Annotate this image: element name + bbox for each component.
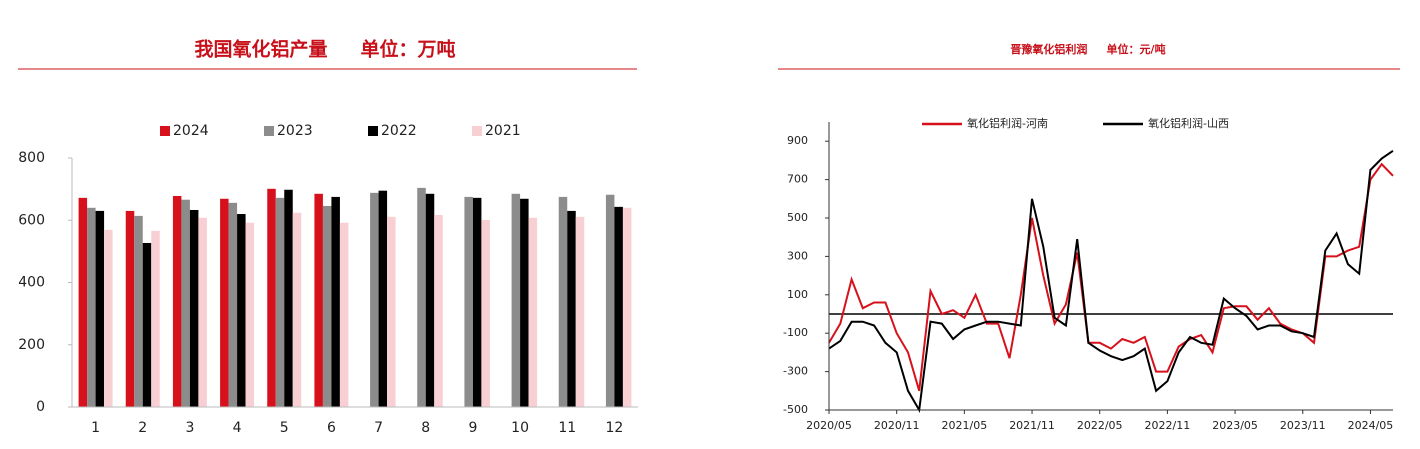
bar <box>614 206 623 407</box>
bar <box>387 216 396 407</box>
bar <box>142 242 152 407</box>
bar <box>425 193 435 407</box>
chart: 晋豫氧化铝利润 单位：元/吨 -500 -300 -100 100 300 500 700 90… <box>778 42 1400 432</box>
bar <box>172 195 182 407</box>
legend-swatch <box>472 126 482 136</box>
bar <box>181 199 190 407</box>
y-tick-label: 400 <box>18 275 45 291</box>
bar <box>228 202 238 407</box>
x-tick-label: 5 <box>280 420 289 436</box>
x-tick-label: 9 <box>468 420 477 436</box>
x-tick-label: 2023/11 <box>1280 419 1326 432</box>
bar <box>134 215 143 407</box>
legend-label: 氧化铝利润-河南 <box>967 116 1048 130</box>
bar <box>575 216 585 407</box>
y-tick-label: 200 <box>18 337 45 353</box>
y-tick-label: -100 <box>783 326 808 339</box>
x-tick-label: 12 <box>606 420 624 436</box>
y-tick-label: -500 <box>783 403 808 416</box>
bar <box>189 209 199 407</box>
bar <box>370 192 379 407</box>
legend-swatch <box>368 126 378 136</box>
bar <box>78 197 88 407</box>
bar <box>434 214 443 407</box>
bar <box>284 189 293 407</box>
bar <box>267 188 276 407</box>
line-series <box>828 149 1394 414</box>
y-tick-label: -300 <box>783 365 808 378</box>
legend-label: 氧化铝利润-山西 <box>1148 116 1229 130</box>
bar <box>558 196 568 407</box>
y-tick-label: 300 <box>787 249 808 262</box>
bar <box>464 196 473 407</box>
x-tick-label: 2023/05 <box>1212 419 1258 432</box>
x-tick-label: 2021/05 <box>942 419 988 432</box>
bar <box>151 230 160 407</box>
bar <box>528 217 538 407</box>
x-tick-label: 2020/11 <box>874 419 920 432</box>
chart-title: 我国氧化铝产量 单位：万吨 <box>194 38 455 61</box>
legend-label: 2022 <box>381 123 417 139</box>
y-tick-label: 100 <box>787 288 808 301</box>
y-tick-label: 0 <box>36 399 45 415</box>
x-tick-label: 2020/05 <box>806 419 852 432</box>
y-tick-label: 500 <box>787 211 808 224</box>
x-tick-label: 2022/05 <box>1077 419 1123 432</box>
bar <box>331 196 340 407</box>
x-tick-label: 3 <box>185 420 194 436</box>
y-tick-label: 600 <box>18 212 45 228</box>
bar <box>567 210 576 407</box>
legend-label: 2024 <box>173 123 209 139</box>
bar <box>245 222 255 407</box>
legend-swatch <box>264 126 274 136</box>
legend-swatch <box>160 126 170 136</box>
bar <box>417 187 426 407</box>
bar <box>339 222 349 407</box>
y-tick-label: 800 <box>18 150 45 166</box>
bar <box>95 210 105 407</box>
legend-label: 2021 <box>485 123 521 139</box>
bar <box>220 198 229 407</box>
bar <box>472 197 482 407</box>
x-tick-label: 6 <box>327 420 336 436</box>
legend-label: 2023 <box>277 123 313 139</box>
x-tick-label: 2022/11 <box>1145 419 1191 432</box>
bar <box>275 197 285 407</box>
bar <box>292 212 302 407</box>
x-tick-label: 10 <box>511 420 529 436</box>
bar <box>198 217 207 407</box>
chart-title: 晋豫氧化铝利润 单位：元/吨 <box>1010 42 1165 56</box>
bar <box>378 190 388 407</box>
bar <box>314 193 323 407</box>
y-tick-label: 700 <box>787 173 808 186</box>
bar <box>520 198 529 407</box>
bar <box>87 207 96 407</box>
x-tick-label: 11 <box>558 420 576 436</box>
x-tick-label: 4 <box>233 420 242 436</box>
x-tick-label: 8 <box>421 420 430 436</box>
bar <box>622 207 632 407</box>
x-tick-label: 1 <box>91 420 100 436</box>
x-tick-label: 7 <box>374 420 383 436</box>
bar <box>237 214 246 407</box>
bar <box>511 193 521 407</box>
bar <box>322 205 332 407</box>
bar <box>605 194 615 407</box>
x-tick-label: 2024/05 <box>1348 419 1394 432</box>
bar <box>125 210 135 407</box>
bar <box>104 229 113 407</box>
bar <box>481 219 490 407</box>
y-tick-label: 900 <box>787 134 808 147</box>
x-tick-label: 2 <box>138 420 147 436</box>
x-tick-label: 2021/11 <box>1009 419 1055 432</box>
